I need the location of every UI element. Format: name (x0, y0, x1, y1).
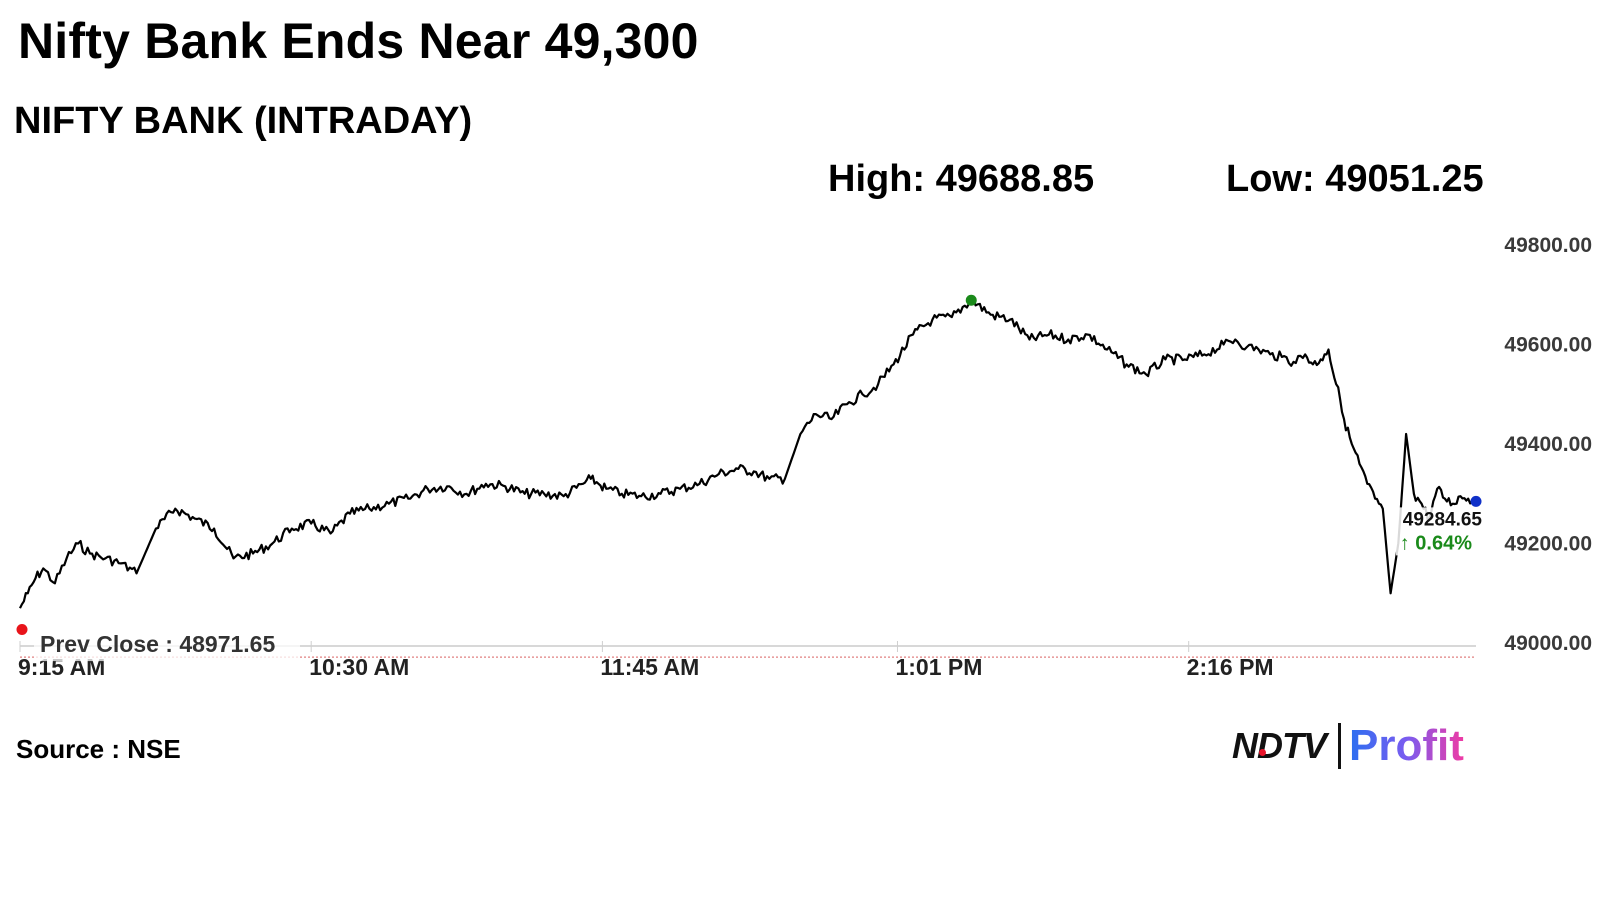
y-tick-label: 49600.00 (1504, 334, 1592, 357)
day-high-marker (965, 294, 977, 306)
change-percent-label: ↑ 0.64% (1400, 532, 1472, 554)
ndtv-profit-logo: NDTV Profit (1232, 718, 1464, 774)
chart-subtitle: NIFTY BANK (INTRADAY) (14, 100, 473, 142)
x-tick-label: 1:01 PM (895, 654, 982, 680)
logo-divider (1338, 723, 1341, 769)
y-tick-label: 49400.00 (1504, 433, 1592, 456)
markers: 49284.65↑ 0.64% (16, 294, 1488, 636)
series-line (19, 298, 1477, 609)
y-tick-label: 49200.00 (1504, 533, 1592, 556)
logo-profit-text: Profit (1349, 721, 1464, 770)
last-value-bg (1396, 507, 1488, 556)
x-tick-label: 11:45 AM (600, 654, 699, 680)
prev-close-group: Prev Close : 48971.65 (20, 627, 1476, 662)
x-tick-label: 2:16 PM (1187, 654, 1274, 680)
y-tick-label: 49000.00 (1504, 632, 1592, 655)
prev-close-label: Prev Close : 48971.65 (40, 631, 275, 657)
source-note: Source : NSE (16, 734, 181, 764)
y-axis-ticks: 49800.00 49600.00 49400.00 49200.00 49000.00 (1504, 234, 1592, 655)
chart-headline: Nifty Bank Ends Near 49,300 (18, 13, 699, 69)
logo-dot (1259, 749, 1266, 756)
open-low-marker (16, 624, 28, 636)
last-value-marker (1470, 495, 1482, 507)
day-high-stat: High: 49688.85 (828, 158, 1095, 200)
x-tick-label: 10:30 AM (309, 654, 409, 680)
plot-area (19, 298, 1477, 609)
y-tick-label: 49800.00 (1504, 234, 1592, 257)
logo-ndtv-text: NDTV (1232, 725, 1327, 766)
last-value-label: 49284.65 (1403, 509, 1483, 530)
prev-close-label-bg (34, 627, 300, 662)
day-low-stat: Low: 49051.25 (1226, 158, 1484, 200)
